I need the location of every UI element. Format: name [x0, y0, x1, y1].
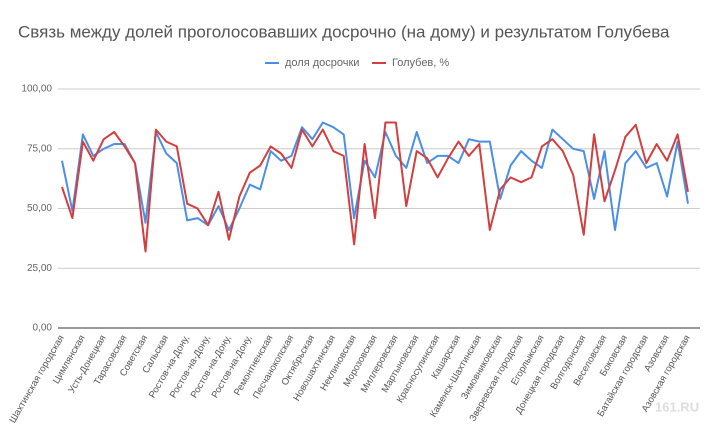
legend-label: Голубев, % — [392, 57, 449, 69]
chart-title: Связь между долей проголосовавших досроч… — [18, 22, 670, 41]
line-series — [61, 121, 689, 253]
y-tick-label: 25,00 — [27, 263, 52, 274]
watermark: 161.RU — [655, 399, 699, 414]
y-tick-label: 100,00 — [21, 84, 52, 95]
y-tick-label: 75,00 — [27, 143, 52, 154]
y-tick-label: 0,00 — [33, 323, 53, 334]
legend-label: доля досрочки — [285, 57, 359, 69]
line-series — [61, 121, 689, 231]
y-tick-label: 50,00 — [27, 203, 52, 214]
